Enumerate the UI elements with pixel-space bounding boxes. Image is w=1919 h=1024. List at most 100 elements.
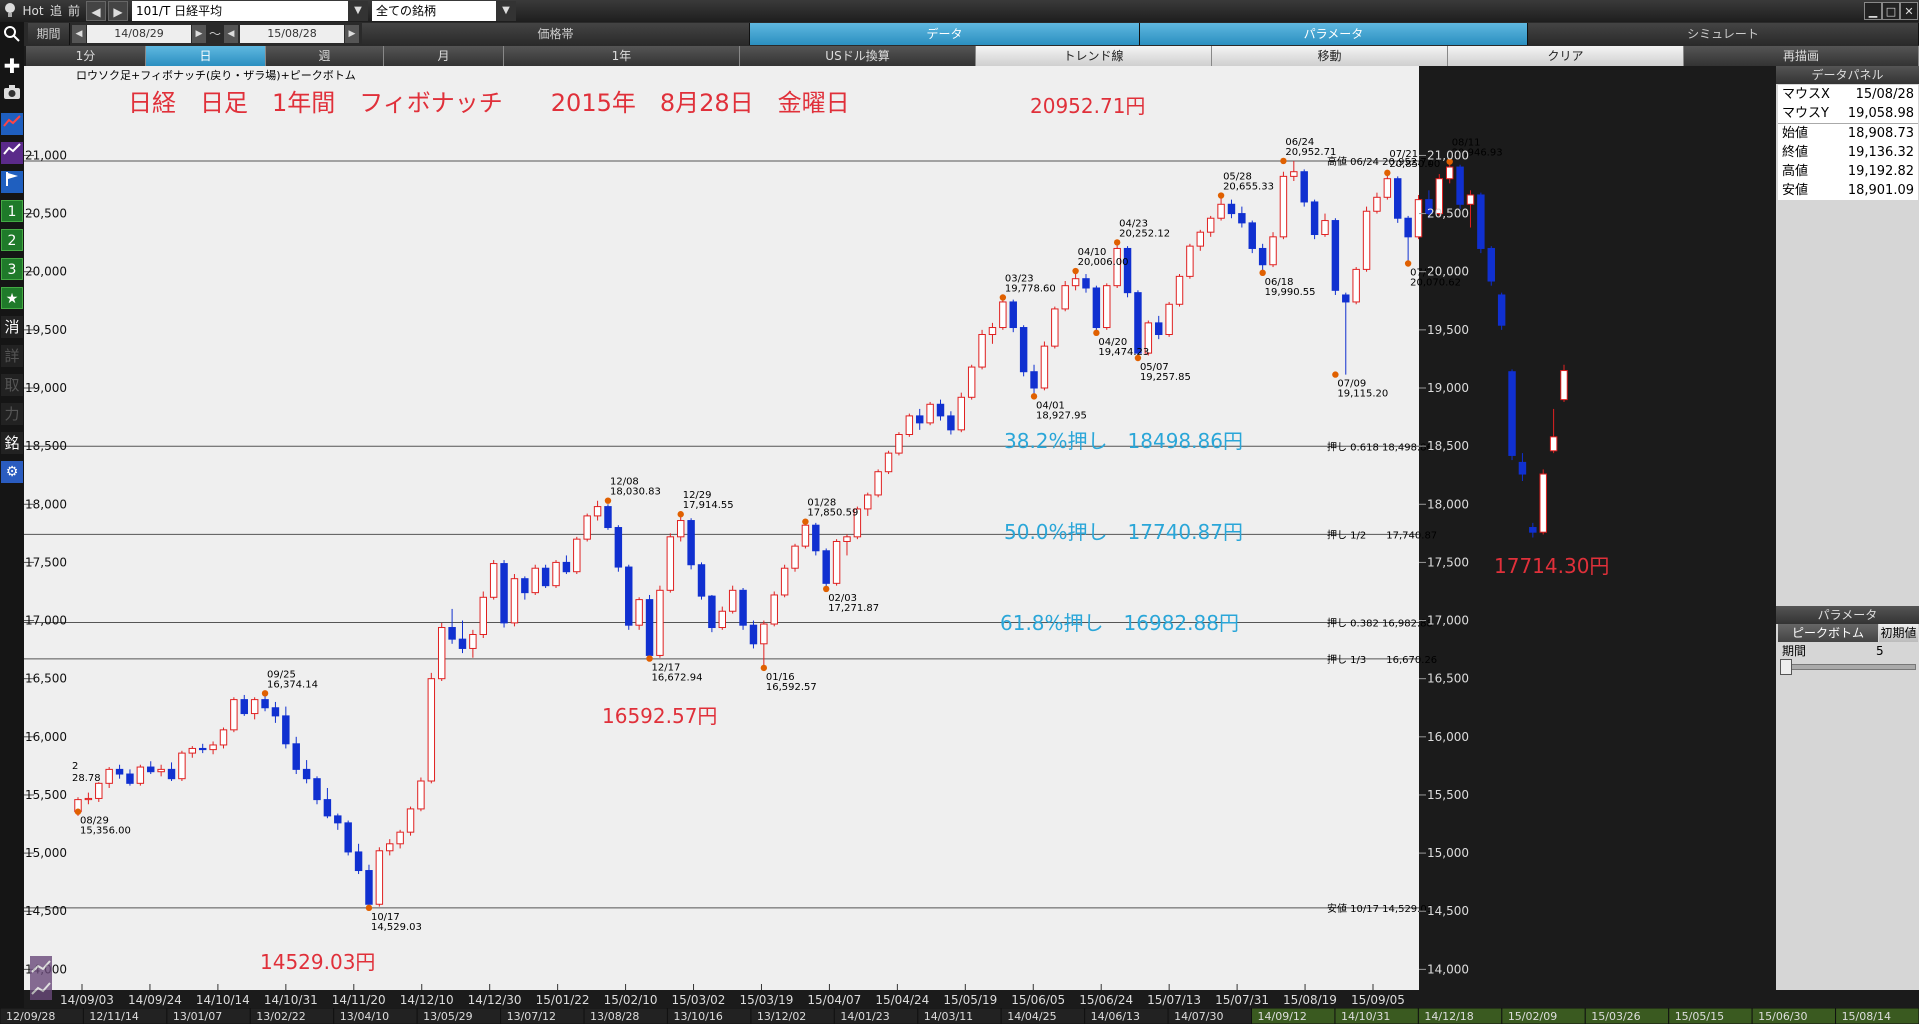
preset-1-button[interactable]: 1 — [1, 200, 23, 222]
maximize-icon[interactable]: □ — [1882, 2, 1900, 20]
date-to-field[interactable]: 15/08/28 — [240, 25, 344, 43]
tab-simulate[interactable]: シミュレート — [1528, 23, 1919, 45]
chart-subtitle: ロウソク足+フィボナッチ(戻り・ザラ場)+ピークボトム — [76, 69, 356, 82]
y-tick-label-left: 18,000 — [25, 497, 67, 511]
candle-body — [500, 563, 508, 624]
candle-body — [1092, 287, 1101, 329]
erase-button[interactable]: 消 — [1, 316, 23, 338]
power-button[interactable]: 力 — [1, 403, 23, 425]
candle-body — [219, 729, 228, 746]
param-period-slider[interactable] — [1782, 664, 1916, 670]
tab-data[interactable]: データ — [750, 23, 1140, 45]
candle-body — [884, 452, 893, 473]
symbol-select[interactable]: 101/T 日経平均 — [132, 1, 348, 21]
fib-line-label: 押し 0.382 16,982.88 — [1327, 617, 1433, 630]
peak-date-label: 12/08 — [610, 477, 639, 488]
crosshair-icon[interactable]: ✚ — [3, 54, 21, 78]
param-reset-button[interactable]: 初期値 — [1879, 624, 1918, 642]
interval-monthly[interactable]: 月 — [384, 46, 504, 66]
prev-button[interactable]: 前 — [67, 4, 80, 18]
x-tick-label: 15/06/24 — [1079, 993, 1133, 1007]
fib-line-label: 押し 0.618 18,498.86 — [1327, 440, 1433, 453]
candle-body — [770, 594, 778, 625]
candle-body — [947, 415, 955, 431]
x-tick-label: 15/01/22 — [536, 993, 590, 1007]
forward-arrow-icon[interactable]: ▶ — [108, 1, 128, 21]
peak-marker — [1384, 169, 1391, 177]
stock-button[interactable]: 銘 — [1, 432, 23, 454]
tab-parameters[interactable]: パラメータ — [1140, 23, 1528, 45]
follow-button[interactable]: 追 — [49, 4, 62, 18]
x-tick-label: 14/12/30 — [468, 993, 522, 1007]
chevron-down-icon[interactable]: ▼ — [496, 1, 516, 21]
minimize-icon[interactable]: ▁ — [1864, 2, 1882, 20]
candle-body — [978, 334, 986, 368]
candle-body — [167, 768, 176, 780]
price-chart[interactable]: 高値 06/24 20,952.71 押し 0.618 18,498.86 押し 1… — [24, 66, 1776, 1008]
preset-3-button[interactable]: 3 — [1, 258, 23, 280]
move-button[interactable]: 移動 — [1212, 46, 1448, 66]
universe-select[interactable]: 全ての銘柄 — [372, 1, 496, 21]
timeline-date: 13/05/29 — [423, 1010, 472, 1023]
slider-handle[interactable] — [1780, 659, 1792, 675]
peak-date-label: 06/24 — [1285, 137, 1314, 148]
y-tick-label-left: 20,000 — [25, 265, 67, 279]
close-icon[interactable]: ✕ — [1900, 2, 1918, 20]
candle-body — [1414, 199, 1423, 238]
hot-button[interactable]: Hot — [22, 4, 44, 18]
candle-body — [250, 699, 259, 715]
candle-body — [1394, 178, 1402, 219]
usd-convert-button[interactable]: USドル換算 — [740, 46, 976, 66]
date-from-field[interactable]: 14/08/29 — [87, 25, 191, 43]
flag-icon[interactable] — [1, 171, 23, 193]
candle-body — [354, 851, 363, 872]
peak-date-label: 04/20 — [1098, 337, 1127, 348]
interval-daily[interactable]: 日 — [146, 46, 266, 66]
tab-price-band[interactable]: 価格帯 — [362, 23, 750, 45]
back-arrow-icon[interactable]: ◀ — [86, 1, 106, 21]
line-chart-icon[interactable] — [1, 113, 23, 135]
gear-icon[interactable]: ⚙ — [1, 461, 23, 483]
timeline-date: 14/01/23 — [840, 1010, 889, 1023]
interval-weekly[interactable]: 週 — [266, 46, 384, 66]
candle-body — [708, 595, 716, 629]
candle-body — [458, 638, 467, 649]
candle-body — [625, 566, 633, 626]
candle-body — [1030, 371, 1038, 389]
candle-body — [1310, 201, 1319, 236]
date-to-prev-icon[interactable]: ◀ — [224, 25, 238, 43]
trendline-button[interactable]: トレンド線 — [976, 46, 1212, 66]
x-tick-label: 15/04/24 — [875, 993, 929, 1007]
y-tick-label-right: 15,000 — [1427, 846, 1469, 860]
candle-body — [427, 678, 436, 782]
date-from-prev-icon[interactable]: ◀ — [72, 25, 86, 43]
y-tick-label-right: 18,500 — [1427, 439, 1469, 453]
date-from-next-icon[interactable]: ▶ — [192, 25, 206, 43]
y-tick-label-left: 15,500 — [25, 788, 67, 802]
detail-button[interactable]: 詳 — [1, 345, 23, 367]
star-icon[interactable]: ★ — [1, 287, 23, 309]
interval-1min[interactable]: 1分 — [26, 46, 146, 66]
chevron-down-icon[interactable]: ▼ — [348, 1, 368, 21]
trade-button[interactable]: 取 — [1, 374, 23, 396]
camera-icon[interactable] — [1, 84, 23, 106]
y-tick-label-right: 14,000 — [1427, 962, 1469, 976]
timeline-date: 12/09/28 — [6, 1010, 55, 1023]
candle-body — [1061, 285, 1069, 310]
candle-body — [1165, 303, 1173, 336]
y-tick-label-left: 17,500 — [25, 555, 67, 569]
candle-body — [1342, 294, 1350, 303]
preset-2-button[interactable]: 2 — [1, 229, 23, 251]
candle-body — [1071, 278, 1080, 287]
indicator-chart-icon[interactable] — [1, 142, 23, 164]
bulb-icon[interactable] — [2, 1, 18, 21]
peak-date-label: 07/09 — [1337, 379, 1366, 390]
redraw-button[interactable]: 再描画 — [1684, 46, 1919, 66]
clear-button[interactable]: クリア — [1448, 46, 1684, 66]
range-1year[interactable]: 1年 — [504, 46, 740, 66]
search-icon[interactable] — [1, 25, 23, 47]
date-to-next-icon[interactable]: ▶ — [345, 25, 359, 43]
candle-body — [676, 520, 685, 538]
mini-chart-icon[interactable] — [30, 956, 52, 1000]
peak-date-label: 04/23 — [1119, 218, 1148, 229]
